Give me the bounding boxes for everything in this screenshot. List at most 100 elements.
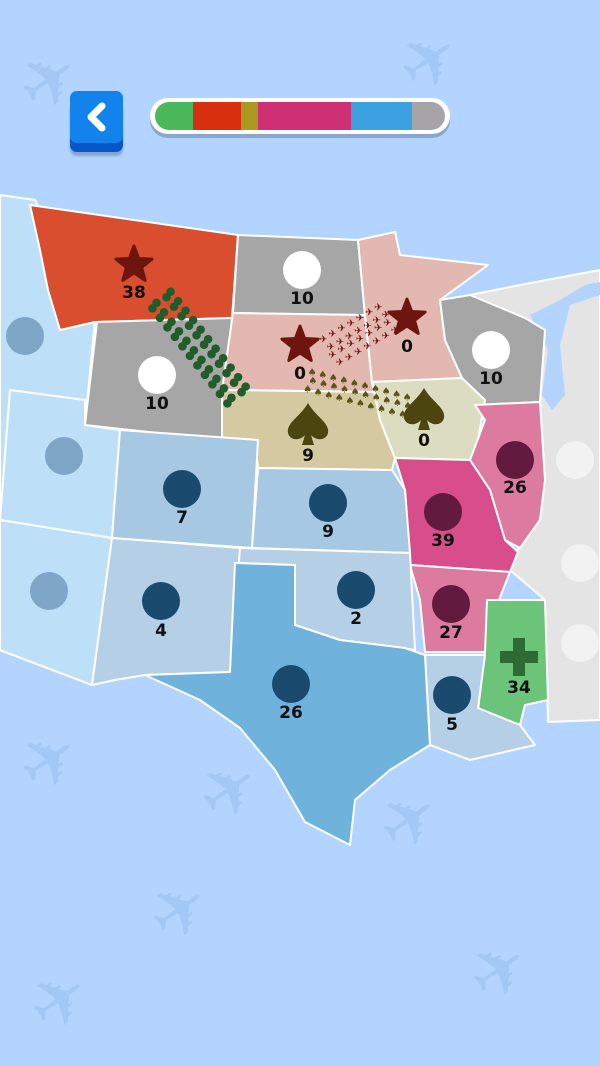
unclaimed-circle-icon	[561, 624, 599, 662]
troop-dot	[185, 351, 195, 361]
troop-plane-icon: ✈	[381, 331, 389, 342]
troop-plane-icon: ✈	[337, 324, 345, 335]
troop-spade-icon: ♠	[367, 401, 376, 412]
troop-plane-icon: ✈	[336, 358, 344, 369]
texas-troop-count: 26	[279, 703, 303, 723]
wyoming-troop-count: 10	[145, 394, 169, 414]
missouri-circle-icon	[424, 493, 462, 531]
chevron-left-icon	[87, 102, 105, 132]
troop-dot	[192, 330, 201, 340]
troop-plane-icon: ✈	[365, 308, 373, 319]
troop-spade-icon: ♠	[403, 392, 412, 403]
troop-plane-icon: ✈	[363, 342, 371, 353]
oklahoma-troop-count: 2	[350, 609, 362, 629]
progress-segment-red	[192, 102, 241, 130]
progress-segment-olive	[240, 102, 258, 130]
troop-spade-icon: ♠	[309, 376, 318, 387]
illinois-circle-icon	[496, 441, 534, 479]
troop-spade-icon: ♠	[377, 404, 386, 415]
troop-plane-icon: ✈	[382, 310, 390, 321]
troop-plane-icon: ✈	[319, 334, 327, 345]
unclaimed-circle-icon	[561, 544, 599, 582]
troop-plane-icon: ✈	[372, 315, 380, 326]
troop-spade-icon: ♠	[335, 393, 344, 404]
troop-plane-icon: ✈	[347, 318, 355, 329]
troop-dot	[223, 399, 232, 408]
north-dakota-circle-icon	[283, 251, 321, 289]
unclaimed-circle-icon	[45, 437, 83, 475]
troop-dot	[222, 368, 231, 378]
troop-spade-icon: ♠	[350, 378, 359, 389]
troop-plane-icon: ✈	[383, 318, 391, 329]
troop-spade-icon: ♠	[371, 384, 380, 395]
troop-spade-icon: ♠	[330, 382, 339, 393]
troop-spade-icon: ♠	[356, 399, 365, 410]
troop-plane-icon: ✈	[336, 337, 344, 348]
troop-plane-icon: ✈	[356, 313, 364, 324]
unclaimed-circle-icon	[30, 572, 68, 610]
troop-plane-icon: ✈	[346, 339, 354, 350]
troop-spade-icon: ♠	[319, 379, 328, 390]
troop-plane-icon: ✈	[372, 336, 380, 347]
troop-dot	[163, 323, 172, 332]
troop-plane-icon: ✈	[345, 352, 353, 363]
troop-plane-icon: ✈	[354, 347, 362, 358]
troop-plane-icon: ✈	[354, 326, 362, 337]
arkansas-troop-count: 27	[439, 623, 463, 643]
troop-spade-icon: ♠	[382, 395, 391, 406]
troop-spade-icon: ♠	[303, 385, 312, 396]
troop-spade-icon: ♠	[393, 398, 402, 409]
colorado-circle-icon	[163, 470, 201, 508]
north-dakota-troop-count: 10	[290, 289, 314, 309]
mississippi-troop-count: 34	[507, 678, 531, 698]
unclaimed-circle-icon	[6, 317, 44, 355]
troop-spade-icon: ♠	[345, 396, 354, 407]
state-texas[interactable]	[144, 562, 431, 846]
texas-circle-icon	[272, 665, 310, 703]
troop-dot	[184, 321, 194, 331]
troop-plane-icon: ✈	[328, 350, 336, 361]
troop-spade-icon: ♠	[351, 387, 360, 398]
south-dakota-star-icon	[280, 324, 320, 362]
troop-dot	[178, 342, 187, 351]
troop-spade-icon: ♠	[339, 376, 348, 387]
back-button[interactable]	[70, 91, 123, 143]
montana-star-icon	[114, 244, 154, 282]
troop-dot	[214, 359, 224, 369]
troop-spade-icon: ♠	[361, 390, 370, 401]
troop-dot	[162, 292, 171, 302]
troop-dot	[199, 340, 209, 350]
mississippi-plus-icon	[500, 638, 538, 676]
minnesota-troop-count: 0	[401, 337, 413, 357]
colorado-troop-count: 7	[176, 508, 188, 528]
troop-plane-icon: ✈	[327, 342, 335, 353]
troop-dot	[208, 380, 217, 389]
iowa-spade-icon	[403, 388, 445, 430]
louisiana-troop-count: 5	[446, 715, 458, 735]
oklahoma-circle-icon	[337, 571, 375, 609]
troop-plane-icon: ✈	[365, 329, 373, 340]
troop-dot	[169, 302, 179, 312]
troop-plane-icon: ✈	[356, 334, 364, 345]
troop-plane-icon: ✈	[374, 323, 382, 334]
wisconsin-troop-count: 10	[479, 369, 503, 389]
illinois-troop-count: 26	[503, 478, 527, 498]
troop-spade-icon: ♠	[361, 381, 370, 392]
iowa-troop-count: 0	[418, 431, 430, 451]
kansas-circle-icon	[309, 484, 347, 522]
troop-dot	[170, 332, 180, 342]
troop-plane-icon: ✈	[337, 345, 345, 356]
troop-dot	[148, 304, 157, 313]
troop-spade-icon: ♠	[404, 401, 413, 412]
troop-spade-icon: ♠	[388, 407, 397, 418]
new-mexico-troop-count: 4	[155, 621, 167, 641]
kansas-troop-count: 9	[322, 522, 334, 542]
troop-spade-icon: ♠	[318, 370, 327, 381]
troop-spade-icon: ♠	[398, 410, 407, 421]
troop-spade-icon: ♠	[329, 373, 338, 384]
troop-spade-icon: ♠	[308, 367, 317, 378]
troop-spade-icon: ♠	[372, 393, 381, 404]
montana-troop-count: 38	[122, 283, 146, 303]
troop-dot	[229, 378, 239, 388]
